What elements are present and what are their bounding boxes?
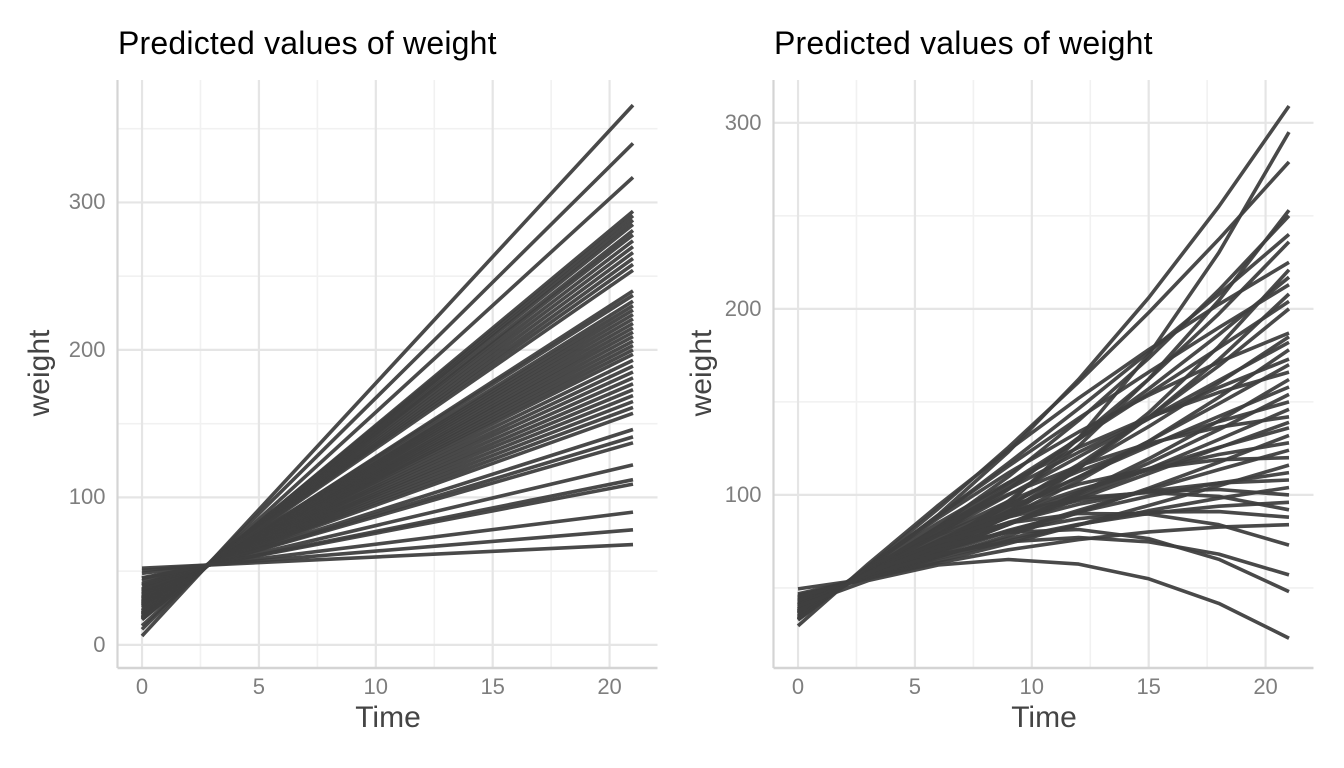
prediction-line — [797, 104, 1291, 615]
y-tick-label: 0 — [93, 631, 106, 657]
prediction-line — [796, 370, 1290, 620]
prediction-line — [797, 535, 1290, 607]
prediction-line — [797, 415, 1290, 618]
y-tick-label: 200 — [724, 295, 762, 321]
prediction-line — [797, 557, 1290, 640]
x-tick-label: 15 — [480, 674, 505, 699]
chart-title: Predicted values of weight — [774, 25, 1153, 61]
y-tick-label: 300 — [68, 189, 106, 215]
y-tick-label: 300 — [724, 109, 762, 135]
x-tick-label: 10 — [363, 674, 389, 699]
y-tick-label: 100 — [68, 484, 106, 510]
prediction-line — [797, 527, 1290, 613]
x-tick-label: 5 — [908, 674, 922, 699]
x-tick-label: 10 — [1019, 674, 1045, 699]
chart-title: Predicted values of weight — [118, 25, 497, 61]
x-axis-title: Time — [355, 701, 421, 734]
chart-panel — [772, 80, 1314, 670]
prediction-line — [140, 142, 635, 631]
prediction-line — [797, 522, 1290, 599]
x-tick-label: 0 — [135, 674, 149, 699]
x-tick-label: 20 — [1253, 674, 1278, 699]
y-axis-title: weight — [685, 329, 718, 417]
prediction-lines — [140, 103, 635, 638]
x-axis-title: Time — [1011, 701, 1077, 734]
prediction-line — [796, 260, 1290, 628]
x-tick-label: 0 — [791, 674, 805, 699]
prediction-lines — [796, 104, 1291, 640]
y-tick-label: 200 — [68, 336, 106, 362]
chart-panel — [116, 80, 658, 670]
x-tick-label: 20 — [597, 674, 622, 699]
x-tick-label: 15 — [1136, 674, 1161, 699]
prediction-line — [141, 542, 634, 570]
y-tick-label: 100 — [724, 481, 762, 507]
x-tick-label: 5 — [252, 674, 266, 699]
